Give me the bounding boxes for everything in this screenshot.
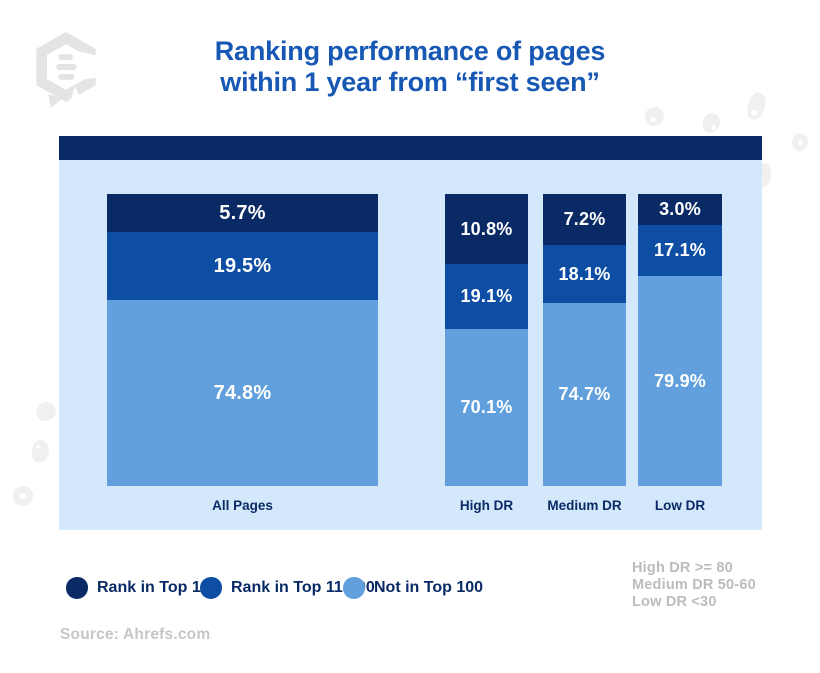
legend-dot-dark-navy — [66, 577, 88, 599]
category-label-medium-dr: Medium DR — [547, 498, 622, 513]
legend-dot-light-blue — [343, 577, 365, 599]
bar-segment-rank-in-top-10: 10.8% — [445, 194, 528, 264]
segment-value-label: 79.9% — [653, 370, 707, 391]
segment-value-label: 17.1% — [653, 240, 707, 260]
segment-value-label: 19.1% — [460, 286, 513, 306]
bar-segment-not-in-top-100: 74.8% — [107, 300, 378, 486]
legend-label: Rank in Top 11-100 — [231, 579, 375, 596]
legend-label: Rank in Top 10 — [97, 579, 210, 596]
segment-value-label: 5.7% — [219, 201, 266, 224]
segment-value-label: 74.7% — [558, 384, 611, 404]
dr-note-medium: Medium DR 50-60 — [632, 577, 756, 593]
decorative-blob — [701, 111, 722, 135]
segment-value-label: 18.1% — [558, 263, 611, 284]
title-line-2: within 1 year from “first seen” — [220, 67, 600, 97]
chart-panel: 5.7% 19.5% 74.8% All Pages 10.8% 19.1% 70.1% Hi… — [59, 136, 762, 530]
bar-segment-rank-in-top-10: 3.0% — [638, 194, 722, 225]
page-title: Ranking performance of pages within 1 ye… — [0, 36, 820, 98]
category-label-high-dr: High DR — [459, 498, 514, 513]
legend-label: Not in Top 100 — [374, 579, 484, 596]
segment-value-label: 74.8% — [213, 381, 272, 404]
legend-item-rank-top-11-100: Rank in Top 11-100 — [200, 577, 375, 599]
bar-segment-rank-in-top-11-100: 18.1% — [543, 245, 626, 303]
dr-definitions: High DR >= 80 Medium DR 50-60 Low DR <30 — [632, 560, 756, 611]
bar-segment-rank-in-top-11-100: 17.1% — [638, 225, 722, 276]
bar-segment-not-in-top-100: 79.9% — [638, 276, 722, 486]
bar-high-dr: 10.8% 19.1% 70.1% — [445, 194, 528, 486]
segment-value-label: 7.2% — [563, 209, 606, 229]
decorative-blob — [791, 132, 809, 152]
legend-item-not-in-top-100: Not in Top 100 — [343, 577, 483, 599]
dr-note-high: High DR >= 80 — [632, 560, 733, 576]
bar-segment-rank-in-top-11-100: 19.1% — [445, 264, 528, 329]
title-line-1: Ranking performance of pages — [214, 36, 606, 66]
decorative-blob — [643, 105, 666, 128]
decorative-blob — [30, 439, 51, 464]
segment-value-label: 3.0% — [659, 199, 701, 219]
decorative-blob — [13, 486, 33, 506]
segment-value-label: 19.5% — [213, 254, 272, 277]
category-label-all-pages: All Pages — [212, 498, 273, 513]
stacked-bar-chart: 5.7% 19.5% 74.8% All Pages 10.8% 19.1% 70.1% Hi… — [59, 136, 762, 530]
segment-value-label: 10.8% — [460, 218, 513, 239]
category-label-low-dr: Low DR — [654, 498, 706, 513]
bar-segment-rank-in-top-10: 5.7% — [107, 194, 378, 232]
bar-low-dr: 3.0% 17.1% 79.9% — [638, 194, 722, 486]
panel-header-strip — [59, 136, 762, 160]
source-attribution: Source: Ahrefs.com — [60, 626, 211, 643]
legend-dot-mid-blue — [200, 577, 222, 599]
decorative-blob — [34, 400, 58, 423]
bar-segment-rank-in-top-10: 7.2% — [543, 194, 626, 245]
segment-value-label: 70.1% — [460, 397, 513, 417]
bar-segment-rank-in-top-11-100: 19.5% — [107, 232, 378, 300]
ahrefs-logo-icon — [36, 32, 104, 108]
bar-medium-dr: 7.2% 18.1% 74.7% — [543, 194, 626, 486]
bar-all-pages: 5.7% 19.5% 74.8% — [107, 194, 378, 486]
bar-segment-not-in-top-100: 70.1% — [445, 329, 528, 486]
bar-segment-not-in-top-100: 74.7% — [543, 303, 626, 486]
legend-item-rank-top-10: Rank in Top 10 — [66, 577, 210, 599]
dr-note-low: Low DR <30 — [632, 594, 717, 610]
